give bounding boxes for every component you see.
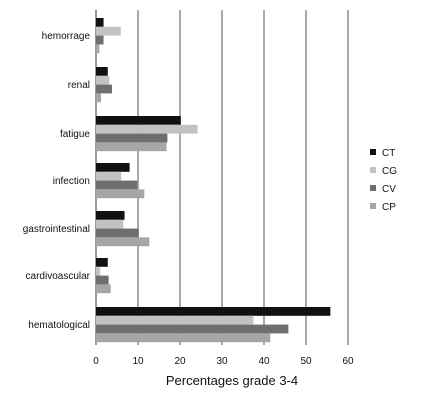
- bars: [96, 18, 331, 343]
- bar-hematological-CV: [96, 324, 289, 334]
- category-label-gastrointestinal: gastrointestinal: [23, 224, 90, 235]
- bar-hemorrage-CP: [96, 44, 100, 54]
- bar-group-cardivoascular: [96, 258, 111, 294]
- x-tick-label-40: 40: [258, 356, 270, 367]
- bar-cardivoascular-CP: [96, 284, 111, 294]
- bar-infection-CV: [96, 180, 138, 190]
- bar-fatigue-CV: [96, 133, 168, 143]
- bar-group-gastrointestinal: [96, 211, 150, 247]
- x-tick-label-10: 10: [132, 356, 144, 367]
- legend-swatch-CP: [370, 203, 376, 209]
- bar-hematological-CG: [96, 315, 254, 325]
- bar-cardivoascular-CV: [96, 275, 109, 285]
- legend-label-CT: CT: [382, 148, 395, 159]
- bar-cardivoascular-CG: [96, 266, 101, 276]
- x-tick-label-30: 30: [216, 356, 228, 367]
- bar-fatigue-CP: [96, 142, 167, 152]
- bar-gastrointestinal-CP: [96, 237, 150, 247]
- bar-hemorrage-CV: [96, 35, 104, 45]
- legend-swatch-CV: [370, 185, 376, 191]
- bar-infection-CP: [96, 189, 145, 199]
- bar-renal-CT: [96, 67, 108, 76]
- category-label-fatigue: fatigue: [60, 129, 90, 140]
- legend-swatch-CT: [370, 149, 376, 155]
- bar-cardivoascular-CT: [96, 258, 108, 267]
- bar-fatigue-CG: [96, 124, 198, 134]
- legend-swatch-CG: [370, 167, 376, 173]
- category-labels: hemorrage renal fatigue infection gastrointe…: [23, 31, 91, 331]
- x-tick-label-60: 60: [342, 356, 354, 367]
- x-tick-labels: 0 10 20 30 40 50 60: [93, 356, 354, 367]
- bar-gastrointestinal-CV: [96, 228, 139, 238]
- bar-group-renal: [96, 67, 112, 103]
- legend: CT CG CV CP: [370, 148, 397, 213]
- x-tick-label-0: 0: [93, 356, 99, 367]
- legend-label-CP: CP: [382, 202, 396, 213]
- bar-group-fatigue: [96, 116, 198, 152]
- bar-group-hemorrage: [96, 18, 121, 54]
- x-tick-label-20: 20: [174, 356, 186, 367]
- bar-hematological-CP: [96, 333, 271, 343]
- bar-hemorrage-CT: [96, 18, 104, 27]
- bar-hemorrage-CG: [96, 26, 121, 36]
- bar-infection-CG: [96, 171, 122, 181]
- x-tick-label-50: 50: [300, 356, 312, 367]
- bar-gastrointestinal-CG: [96, 219, 124, 229]
- bar-renal-CP: [96, 93, 102, 103]
- bar-group-hematological: [96, 307, 331, 343]
- bar-hematological-CT: [96, 307, 331, 316]
- category-label-hematological: hematological: [28, 320, 90, 331]
- gridlines: [95, 10, 349, 345]
- bar-infection-CT: [96, 163, 130, 172]
- bar-renal-CV: [96, 84, 112, 94]
- legend-label-CG: CG: [382, 166, 397, 177]
- bar-renal-CG: [96, 75, 110, 85]
- category-label-renal: renal: [68, 80, 90, 91]
- bar-group-infection: [96, 163, 145, 199]
- x-axis-title: Percentages grade 3-4: [166, 373, 298, 388]
- category-label-infection: infection: [53, 176, 90, 187]
- bar-gastrointestinal-CT: [96, 211, 125, 220]
- category-label-hemorrage: hemorrage: [42, 31, 91, 42]
- category-label-cardivoascular: cardivoascular: [26, 271, 91, 282]
- bar-fatigue-CT: [96, 116, 181, 125]
- legend-label-CV: CV: [382, 184, 396, 195]
